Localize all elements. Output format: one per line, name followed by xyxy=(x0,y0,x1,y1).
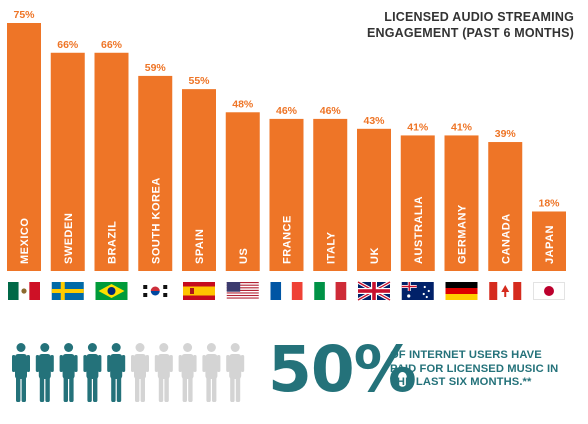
person-icon-highlighted xyxy=(107,343,126,402)
chart-title-line-1: LICENSED AUDIO STREAMING xyxy=(384,10,574,24)
person-icon-muted xyxy=(154,343,173,402)
category-label: ITALY xyxy=(325,231,337,264)
category-label: JAPAN xyxy=(544,225,556,264)
category-label: CANADA xyxy=(500,213,512,264)
bar xyxy=(138,75,173,271)
australia-flag xyxy=(401,282,434,300)
germany-flag xyxy=(445,282,478,300)
chart-title: LICENSED AUDIO STREAMING ENGAGEMENT (PAS… xyxy=(314,9,574,41)
value-label: 46% xyxy=(276,105,298,117)
bar xyxy=(225,112,260,271)
value-label: 46% xyxy=(320,105,342,117)
value-label: 55% xyxy=(188,75,210,87)
bar xyxy=(444,135,479,271)
south-korea-flag xyxy=(139,282,172,300)
person-icon-muted xyxy=(226,343,245,402)
category-label: FRANCE xyxy=(282,215,294,264)
category-label: BRAZIL xyxy=(107,221,119,264)
mexico-flag xyxy=(8,282,40,300)
japan-flag xyxy=(533,282,565,300)
people-pictogram xyxy=(12,343,245,402)
sweden-flag xyxy=(51,282,84,300)
value-label: 66% xyxy=(101,39,123,51)
category-label: SWEDEN xyxy=(63,213,75,264)
value-label: 48% xyxy=(232,98,254,110)
category-label: SOUTH KOREA xyxy=(150,177,162,264)
bar xyxy=(400,135,435,271)
category-label: MEXICO xyxy=(19,218,31,264)
person-icon-highlighted xyxy=(59,343,78,402)
us-flag xyxy=(226,282,259,300)
bar-chart: 75% MEXICO 66% SWEDEN 66% BRAZIL 59% SOUTH KORE… xyxy=(7,9,566,302)
france-flag xyxy=(270,282,303,300)
stat-description: OF INTERNET USERS HAVE PAID FOR LICENSED… xyxy=(390,349,559,388)
bar xyxy=(488,142,523,271)
bar xyxy=(94,52,129,272)
spain-flag xyxy=(183,282,215,300)
category-label: US xyxy=(238,248,250,264)
value-label: 39% xyxy=(495,128,517,140)
value-label: 18% xyxy=(538,197,560,209)
person-icon-highlighted xyxy=(35,343,54,402)
person-icon-muted xyxy=(131,343,149,402)
category-label: AUSTRALIA xyxy=(413,196,425,264)
category-label: SPAIN xyxy=(194,229,206,264)
uk-flag xyxy=(357,280,391,302)
category-label: GERMANY xyxy=(457,204,469,264)
category-label: UK xyxy=(369,247,381,264)
value-label: 59% xyxy=(145,62,167,74)
value-label: 41% xyxy=(407,121,429,133)
value-label: 43% xyxy=(363,115,385,127)
canada-flag xyxy=(489,282,522,300)
bar xyxy=(313,118,348,271)
chart-title-line-2: ENGAGEMENT (PAST 6 MONTHS) xyxy=(366,26,574,40)
person-icon-muted xyxy=(202,343,221,402)
value-label: 66% xyxy=(57,39,79,51)
bar xyxy=(7,23,41,271)
brazil-flag xyxy=(95,282,128,300)
value-label: 41% xyxy=(451,121,473,133)
stat-percentage: 50% xyxy=(268,333,417,406)
person-icon-muted xyxy=(178,343,197,402)
italy-flag xyxy=(314,282,347,300)
value-label: 75% xyxy=(13,9,35,21)
person-icon-highlighted xyxy=(12,343,30,402)
bar xyxy=(50,52,85,272)
bar xyxy=(182,89,216,271)
bar xyxy=(532,211,566,271)
bar xyxy=(357,128,391,271)
bar xyxy=(269,118,304,271)
person-icon-highlighted xyxy=(83,343,102,402)
